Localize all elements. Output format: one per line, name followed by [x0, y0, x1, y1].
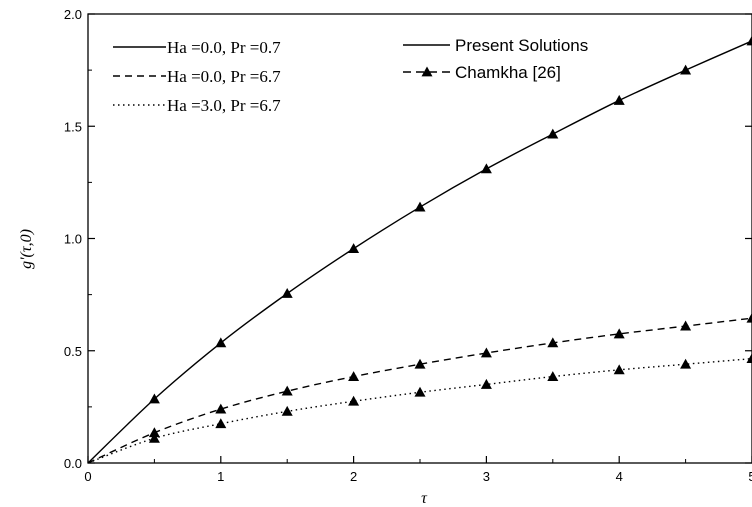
marker-dotted-point	[348, 395, 360, 406]
marker-dotted-point	[547, 371, 559, 381]
y-tick-label: 0.5	[64, 344, 82, 359]
legend-label: Ha =3.0, Pr =6.7	[167, 96, 281, 115]
legend-label: Present Solutions	[455, 36, 588, 55]
marker-dotted-point	[680, 358, 692, 369]
series-line-dotted	[88, 357, 752, 463]
marker-dashed-point	[547, 337, 559, 348]
y-tick-label: 0.0	[64, 456, 82, 471]
marker-dashed-point	[215, 403, 227, 414]
marker-dotted-point	[613, 364, 625, 375]
marker-dashed-point	[148, 427, 160, 438]
marker-solid-point	[281, 288, 293, 298]
y-tick-label: 1.5	[64, 119, 82, 134]
x-tick-label: 1	[217, 469, 224, 484]
marker-dotted-point	[215, 418, 227, 429]
marker-solid-point	[547, 128, 559, 139]
marker-solid-point	[215, 337, 227, 348]
series-line-dashed	[88, 317, 752, 463]
marker-solid-point	[148, 393, 160, 404]
marker-dashed-point	[680, 320, 692, 331]
x-tick-label: 3	[483, 469, 490, 484]
marker-layer	[148, 35, 752, 443]
marker-solid-point	[680, 64, 692, 75]
marker-dotted-point	[148, 432, 160, 443]
marker-dashed-point	[613, 328, 625, 339]
marker-solid-point	[746, 35, 752, 46]
legend-label: Ha =0.0, Pr =0.7	[167, 38, 281, 57]
tick-layer: 0 1 2 3 4 5 0.0 0.5 1.0 1.5 2.0	[64, 7, 752, 484]
legend: Ha =0.0, Pr =0.7 Ha =0.0, Pr =6.7 Ha =3.0,…	[113, 36, 588, 115]
marker-solid-point	[613, 94, 625, 105]
marker-dashed-point	[746, 312, 752, 323]
marker-solid-point	[414, 201, 426, 212]
y-tick-label: 2.0	[64, 7, 82, 22]
x-tick-label: 0	[84, 469, 91, 484]
marker-dashed-point	[281, 385, 293, 396]
x-tick-label: 4	[616, 469, 623, 484]
marker-dotted-point	[281, 405, 293, 416]
marker-solid-point	[348, 243, 360, 254]
legend-label: Ha =0.0, Pr =6.7	[167, 67, 281, 86]
legend-label: Chamkha [26]	[455, 63, 561, 82]
x-tick-label: 2	[350, 469, 357, 484]
x-axis-title: τ	[421, 490, 428, 507]
marker-solid-point	[480, 163, 492, 174]
y-axis-title: g'(τ,0)	[18, 229, 35, 269]
marker-dotted-point	[480, 378, 492, 389]
legend-triangle-marker	[421, 66, 433, 77]
marker-dashed-point	[480, 347, 492, 358]
x-tick-label: 5	[748, 469, 752, 484]
marker-dotted-point	[746, 353, 752, 364]
marker-dashed-point	[348, 371, 360, 381]
marker-dotted-point	[414, 386, 426, 397]
marker-dashed-point	[414, 358, 426, 369]
y-tick-label: 1.0	[64, 232, 82, 247]
